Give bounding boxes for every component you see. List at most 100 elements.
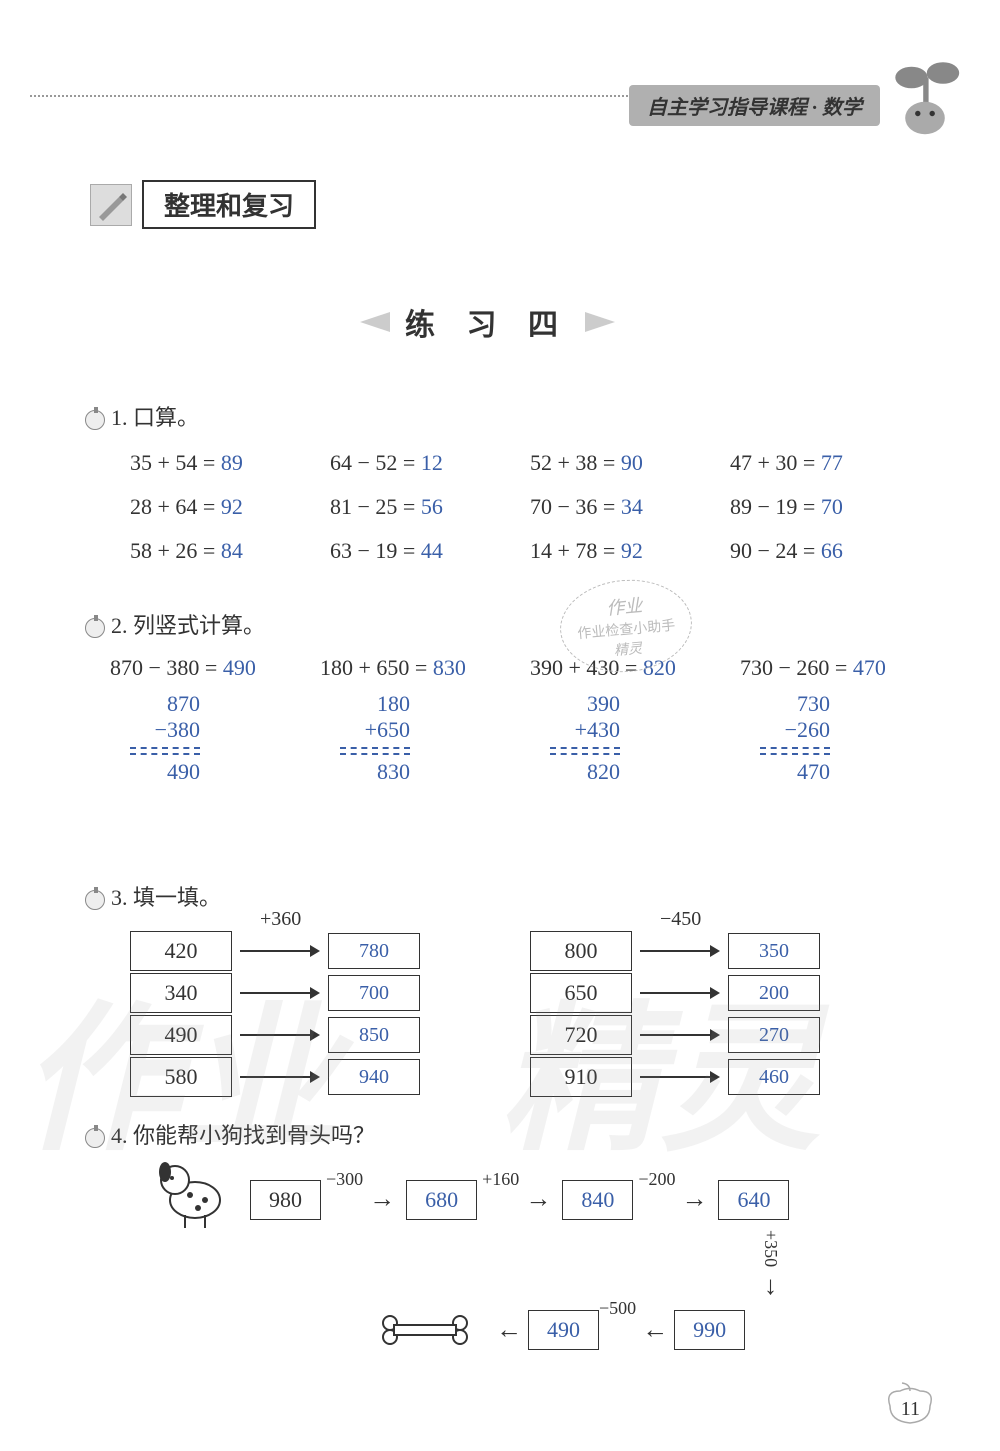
q1-expr: 47 + 30 = (730, 450, 821, 475)
fill-row: 580 940 (130, 1056, 420, 1098)
fill-row: 340700 (130, 972, 420, 1014)
q1-expr: 89 − 19 = (730, 494, 821, 519)
q2-vertical: 870−380490 (130, 691, 200, 785)
q1-answer: 66 (821, 538, 843, 563)
arrow-down-icon: ↓ (764, 1271, 777, 1301)
fill-output: 850 (328, 1017, 420, 1053)
q1-expr: 64 − 52 = (330, 450, 421, 475)
fill-output: 780 (328, 933, 420, 969)
q3-right-op: −450 (660, 908, 701, 931)
arrow-right-icon: → (681, 1184, 707, 1213)
fill-input: 420 (130, 931, 232, 971)
q1-expr: 90 − 24 = (730, 538, 821, 563)
stamp-line3: 精灵 (613, 638, 643, 660)
q1-item: 81 − 25 = 56 (330, 494, 530, 520)
bullet-icon (85, 1128, 105, 1148)
chain-box-3: 640 (718, 1180, 789, 1220)
chain-box-5: 490 (528, 1310, 599, 1350)
chain-box-4: 990 (674, 1310, 745, 1350)
chain-op-2: −200 (638, 1169, 675, 1189)
q3-left-block: +360 420780340700490850580940 (130, 930, 420, 1098)
q1-item: 70 − 36 = 34 (530, 494, 730, 520)
chain-op-0: −300 (326, 1169, 363, 1189)
fill-input: 580 (130, 1057, 232, 1097)
q1-item: 35 + 54 = 89 (130, 450, 330, 476)
arrow-right-icon (240, 983, 320, 1003)
q4-chain-vert: +350 ↓ (760, 1230, 781, 1305)
q1-answer: 89 (221, 450, 243, 475)
q1-answer: 92 (621, 538, 643, 563)
q1-item: 52 + 38 = 90 (530, 450, 730, 476)
q1-answer: 12 (421, 450, 443, 475)
q1-expr: 81 − 25 = (330, 494, 421, 519)
arrow-right-icon (585, 312, 615, 332)
arrow-right-icon (240, 941, 320, 961)
arrow-right-icon: → (369, 1184, 395, 1213)
q1-item: 90 − 24 = 66 (730, 538, 930, 564)
arrow-left-icon: ← (496, 1315, 522, 1345)
q2-expr: 730 − 260 = 470 (740, 655, 950, 681)
q1-item: 28 + 64 = 92 (130, 494, 330, 520)
q1-expr: 70 − 36 = (530, 494, 621, 519)
bullet-icon (85, 890, 105, 910)
fill-output: 200 (728, 975, 820, 1011)
q1-expr: 52 + 38 = (530, 450, 621, 475)
q2-grid: 870 − 380 = 490 870−380490 180 + 650 = 830… (110, 655, 950, 785)
practice-title-text: 练 习 四 (405, 300, 570, 344)
q2-expr: 180 + 650 = 830 (320, 655, 530, 681)
chain-op-4: −500 (599, 1298, 636, 1319)
fill-input: 340 (130, 973, 232, 1013)
q2-item: 870 − 380 = 490 870−380490 (110, 655, 320, 785)
header-banner: 自主学习指导课程 · 数学 (629, 85, 880, 126)
q3-left-op: +360 (260, 908, 301, 931)
q1-expr: 63 − 19 = (330, 538, 421, 563)
fill-row: 910 460 (530, 1056, 820, 1098)
q4-label: 4. 你能帮小狗找到骨头吗？ (85, 1118, 375, 1150)
q2-item: 390 + 430 = 820390+430820 (530, 655, 740, 785)
arrow-right-icon (640, 1067, 720, 1087)
q1-answer: 44 (421, 538, 443, 563)
mascot-icon (880, 55, 970, 145)
fill-output: 940 (328, 1059, 420, 1095)
chain-op-1: +160 (482, 1169, 519, 1189)
q2-expr: 870 − 380 = 490 (110, 655, 320, 681)
q1-grid: 35 + 54 = 8964 − 52 = 1252 + 38 = 9047 +… (130, 450, 930, 564)
fill-row: 420 780 (130, 930, 420, 972)
q1-item: 63 − 19 = 44 (330, 538, 530, 564)
fill-output: 460 (728, 1059, 820, 1095)
arrow-left-icon (360, 312, 390, 332)
arrow-right-icon (640, 983, 720, 1003)
q1-expr: 28 + 64 = (130, 494, 221, 519)
q2-item: 180 + 650 = 830 180+650830 (320, 655, 530, 785)
arrow-right-icon (240, 1025, 320, 1045)
fill-input: 720 (530, 1015, 632, 1055)
q3-right-block: −450 800350650200720270910460 (530, 930, 820, 1098)
q2-vertical: 180+650830 (340, 691, 410, 785)
fill-output: 270 (728, 1017, 820, 1053)
fill-output: 350 (728, 933, 820, 969)
fill-input: 490 (130, 1015, 232, 1055)
q4-chain-row2: 990 ← −500 490 ← (380, 1310, 745, 1350)
fill-row: 650200 (530, 972, 820, 1014)
fill-row: 800350 (530, 930, 820, 972)
q1-item: 64 − 52 = 12 (330, 450, 530, 476)
bone-icon (380, 1315, 470, 1345)
stamp-line1: 作业 (605, 592, 643, 621)
dog-icon (150, 1150, 230, 1230)
q1-item: 89 − 19 = 70 (730, 494, 930, 520)
q1-expr: 35 + 54 = (130, 450, 221, 475)
q1-answer: 90 (621, 450, 643, 475)
arrow-left-icon: ← (642, 1315, 668, 1345)
q1-answer: 92 (221, 494, 243, 519)
q2-vertical: 390+430820 (550, 691, 620, 785)
q4-chain-row1: 980 −300→ 680 +160→ 840 −200→ 640 (250, 1180, 789, 1220)
page-number: 11 (901, 1398, 920, 1421)
q1-answer: 34 (621, 494, 643, 519)
q1-answer: 84 (221, 538, 243, 563)
q2-vertical: 730−260470 (760, 691, 830, 785)
fill-input: 910 (530, 1057, 632, 1097)
q1-item: 58 + 26 = 84 (130, 538, 330, 564)
arrow-right-icon (640, 941, 720, 961)
q2-item: 730 − 260 = 470 730−260470 (740, 655, 950, 785)
chain-box-2: 840 (562, 1180, 633, 1220)
